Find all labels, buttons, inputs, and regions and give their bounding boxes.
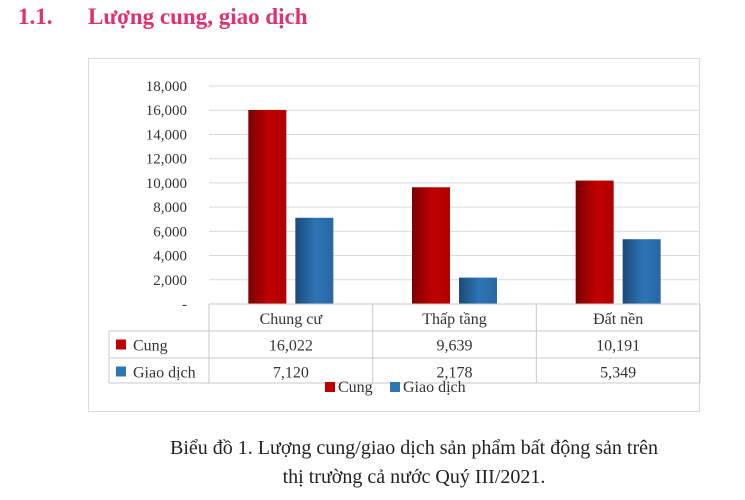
bar-giao-dịch [459, 277, 497, 304]
section-heading: 1.1. Lượng cung, giao dịch [18, 4, 308, 30]
table-value: 5,349 [600, 365, 636, 382]
y-tick-label: 16,000 [146, 103, 187, 119]
x-category-label: Chung cư [260, 311, 324, 328]
bar-giao-dịch [295, 217, 334, 304]
legend-label: Giao dịch [403, 379, 466, 396]
table-series-label: Cung [133, 338, 168, 355]
table-value: 7,120 [273, 365, 309, 382]
table-value: 9,639 [437, 338, 473, 355]
section-number: 1.1. [18, 4, 53, 29]
y-tick-label: 4,000 [153, 249, 187, 265]
section-title: Lượng cung, giao dịch [88, 4, 308, 29]
table-value: 2,178 [437, 365, 473, 382]
y-tick-label: 6,000 [153, 224, 187, 240]
y-tick-label: 10,000 [146, 176, 187, 192]
table-series-label: Giao dịch [133, 365, 196, 382]
legend-swatch [390, 382, 400, 392]
y-tick-label: 12,000 [146, 152, 187, 168]
x-category-label: Đất nền [593, 311, 643, 328]
y-tick-label: 18,000 [146, 79, 187, 95]
bar-giao-dịch [622, 239, 661, 304]
figure-caption: Biểu đồ 1. Lượng cung/giao dịch sản phẩm… [0, 434, 745, 492]
y-tick-label: - [182, 297, 187, 313]
y-tick-label: 14,000 [146, 127, 187, 143]
bar-chart: - 2,000 4,000 6,000 8,000 10,000 12,000 14,000 1… [108, 79, 701, 396]
bar-cung [412, 187, 450, 304]
chart-frame: - 2,000 4,000 6,000 8,000 10,000 12,000 14,000 1… [88, 58, 701, 412]
x-category-label: Thấp tầng [422, 311, 486, 328]
y-tick-label: 8,000 [153, 200, 187, 216]
table-value: 16,022 [269, 338, 313, 355]
y-tick-label: 2,000 [153, 273, 187, 289]
bar-cung [575, 180, 614, 304]
legend-swatch [325, 382, 335, 392]
caption-line-1: Biểu đồ 1. Lượng cung/giao dịch sản phẩm… [170, 437, 658, 459]
bar-cung [248, 109, 287, 304]
legend-label: Cung [338, 379, 373, 396]
table-value: 10,191 [596, 338, 640, 355]
table-legend-key [116, 366, 126, 377]
caption-line-2: thị trường cả nước Quý III/2021. [282, 466, 546, 488]
table-legend-key [116, 339, 126, 350]
